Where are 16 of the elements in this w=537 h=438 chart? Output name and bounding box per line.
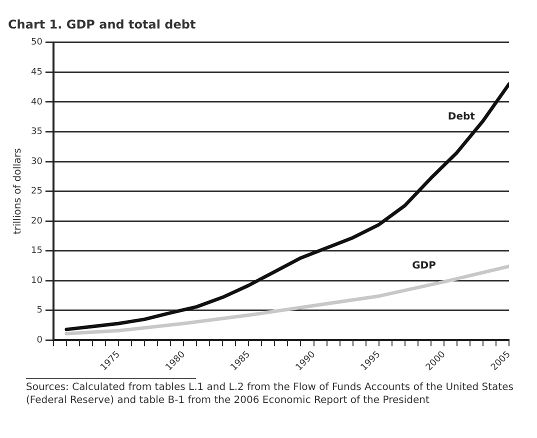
y-tick-label: 5 (36, 306, 42, 316)
y-axis-title: trillions of dollars (12, 148, 24, 234)
y-tick-label: 10 (31, 276, 43, 286)
source-note: Sources: Calculated from tables L.1 and L.2 from the Flow of Funds Accounts of the United States (Federal Reserve) and table B-1 from the 2006 Economic Report of the President (26, 381, 514, 407)
y-tick-label: 30 (31, 156, 43, 167)
y-tick-label: 25 (31, 186, 42, 197)
y-tick-label: 15 (31, 246, 42, 256)
y-tick-label: 45 (31, 68, 42, 78)
y-tick-label: 35 (31, 127, 42, 138)
y-tick-label: 0 (36, 336, 43, 346)
y-tick-label: 20 (31, 216, 43, 226)
chart-title: Chart 1. GDP and total debt (8, 17, 196, 32)
series-label: GDP (412, 260, 436, 272)
series-label: Debt (448, 111, 476, 122)
y-tick-label: 40 (31, 97, 43, 108)
y-tick-label: 50 (31, 38, 43, 48)
